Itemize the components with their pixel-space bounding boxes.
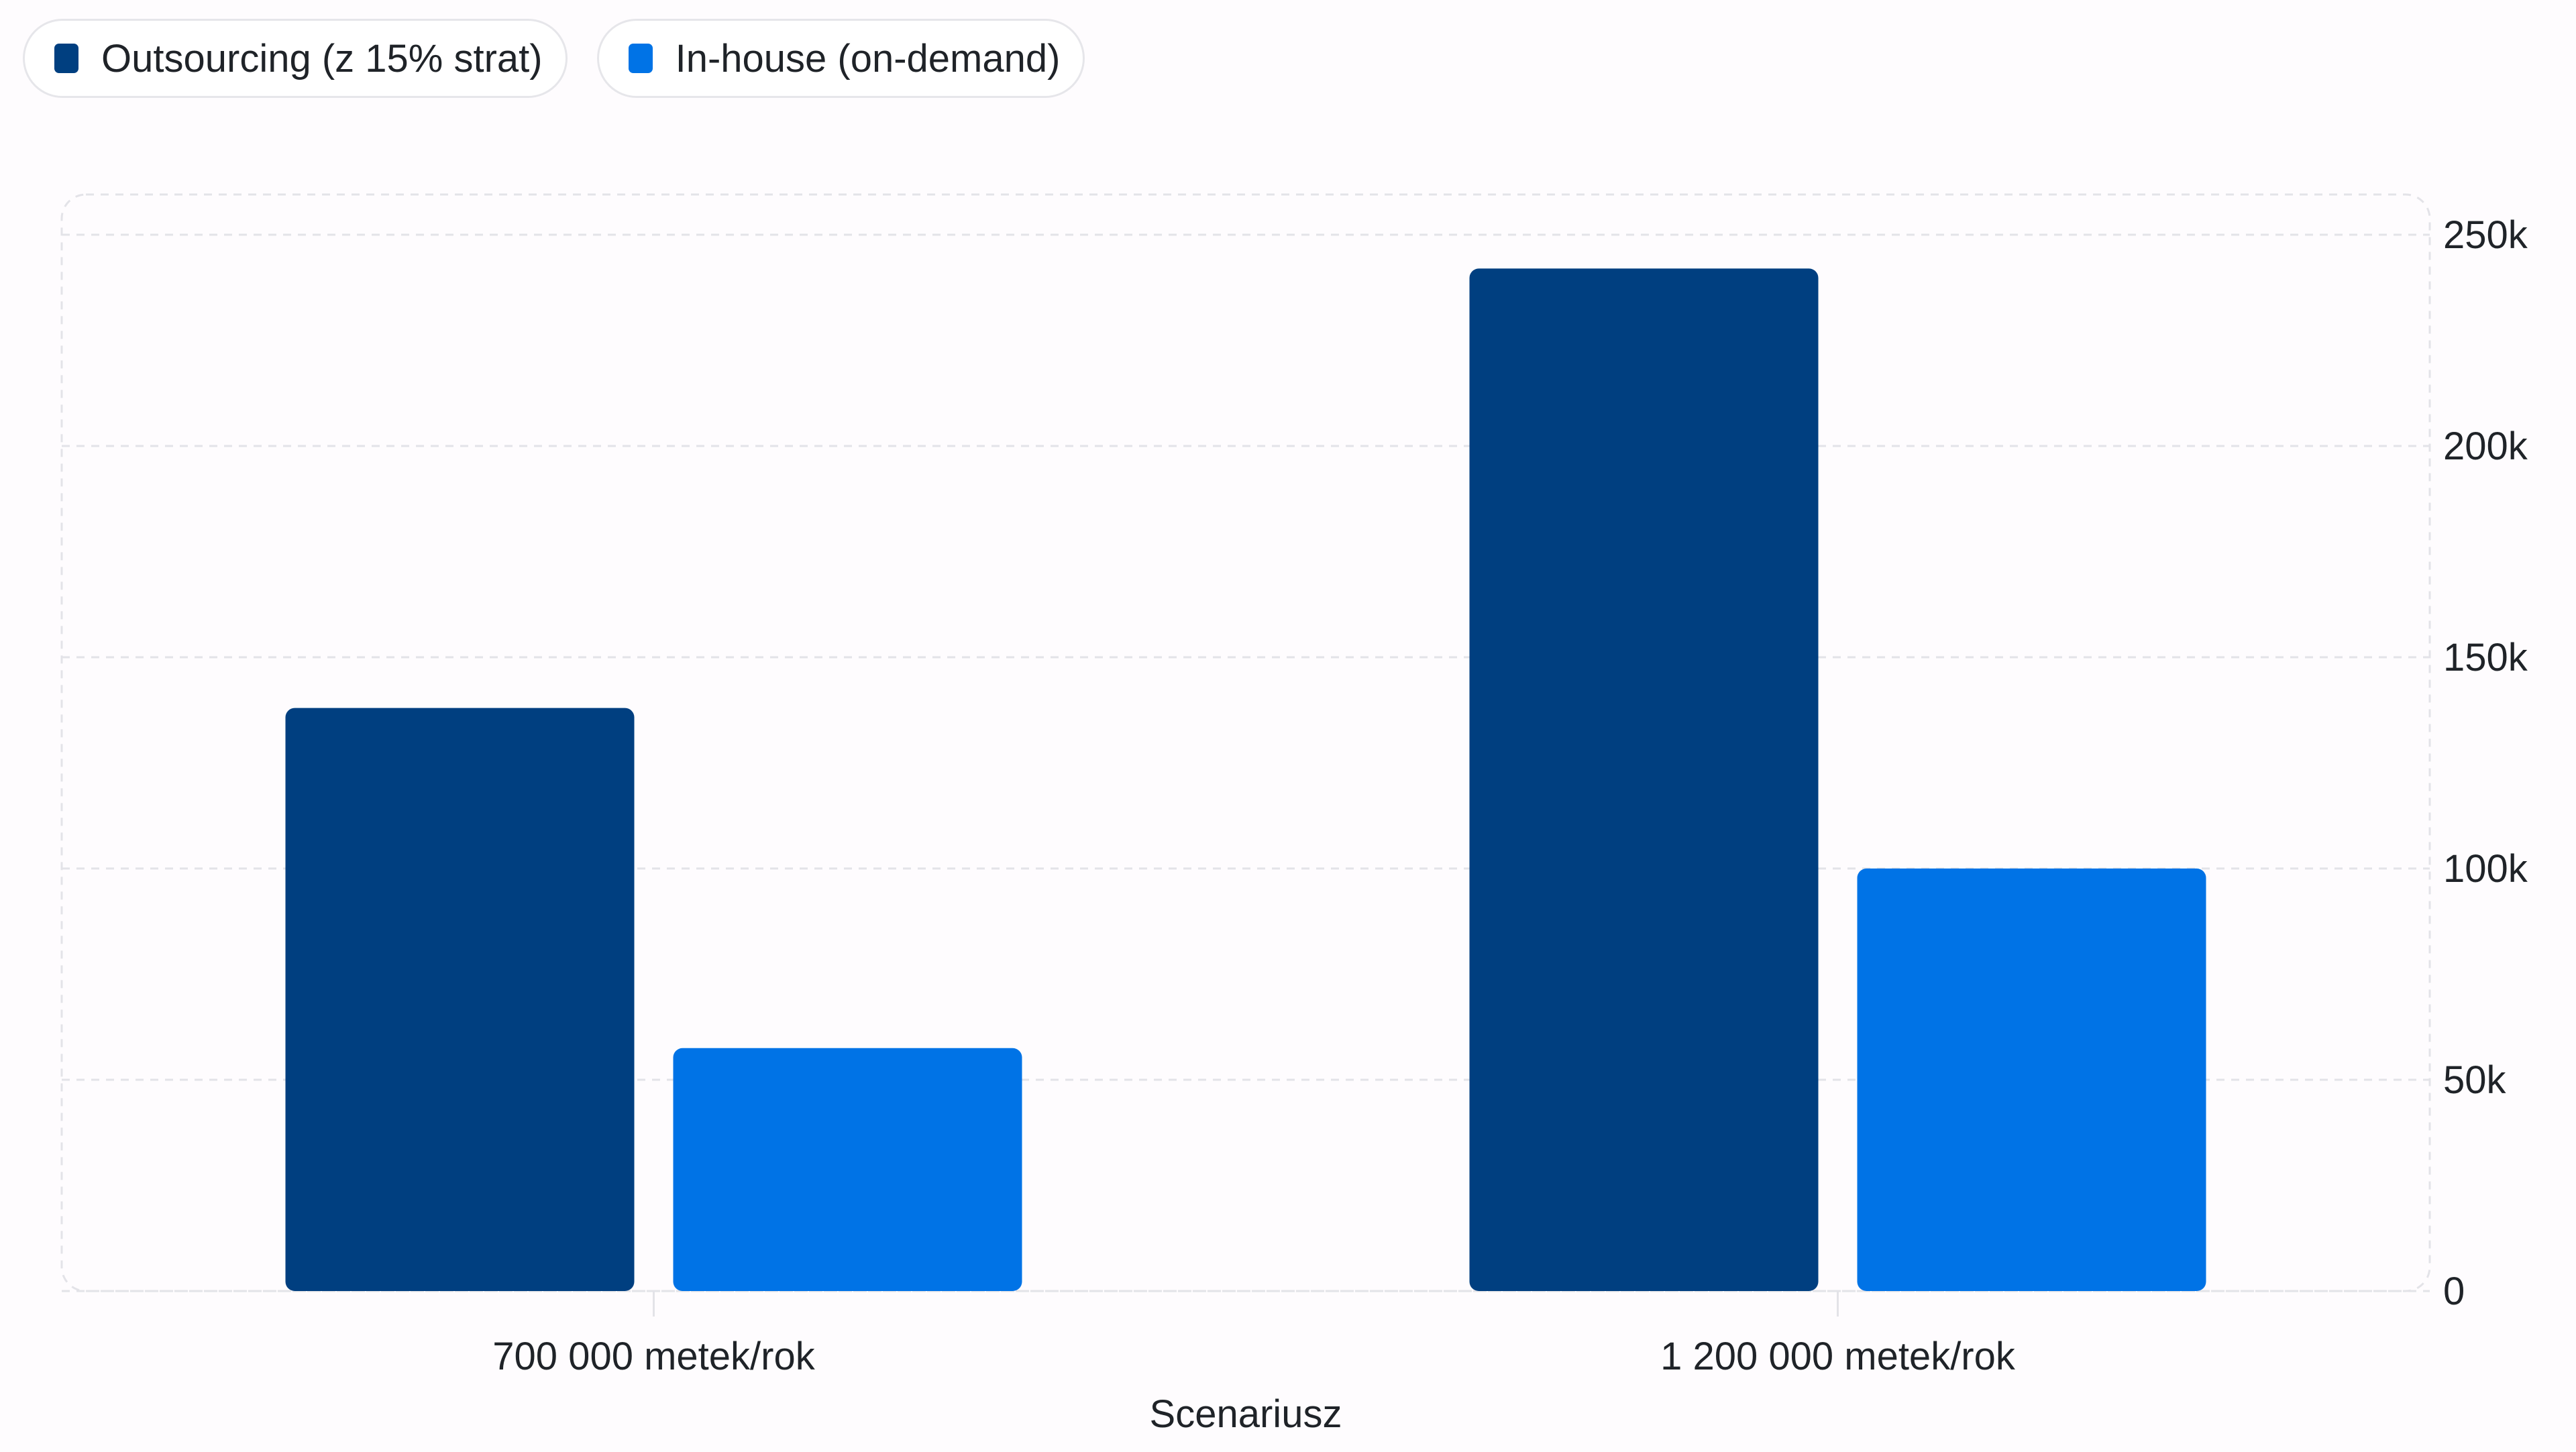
- y-tick-label: 150k: [2443, 636, 2528, 679]
- x-axis-title: Scenariusz: [1150, 1392, 1342, 1436]
- y-tick-label: 50k: [2443, 1058, 2507, 1102]
- plot-area-frame: [60, 193, 2431, 1292]
- y-tick-label: 0: [2443, 1270, 2465, 1313]
- legend-swatch-outsourcing: [54, 44, 78, 73]
- legend-label-inhouse: In-house (on-demand): [675, 36, 1061, 80]
- legend: Outsourcing (z 15% strat) In-house (on-d…: [23, 19, 1085, 98]
- y-tick-label: 250k: [2443, 213, 2528, 257]
- bar-outsourcing-2[interactable]: [1469, 268, 1819, 1291]
- gridlines: [62, 233, 2430, 1292]
- y-tick-label: 100k: [2443, 847, 2528, 891]
- legend-item-outsourcing[interactable]: Outsourcing (z 15% strat): [23, 19, 568, 98]
- legend-swatch-inhouse: [628, 44, 653, 73]
- y-tick-label: 200k: [2443, 425, 2528, 468]
- y-axis-tick-labels: 0 50k 100k 150k 200k 250k: [2443, 213, 2528, 1313]
- bar-inhouse-2[interactable]: [1857, 869, 2206, 1291]
- bars: [285, 268, 2206, 1291]
- bar-outsourcing-1[interactable]: [285, 708, 635, 1291]
- bar-inhouse-1[interactable]: [673, 1048, 1022, 1291]
- legend-item-inhouse[interactable]: In-house (on-demand): [596, 19, 1085, 98]
- x-axis-ticks: 700 000 metek/rok 1 200 000 metek/rok: [492, 1291, 2016, 1378]
- x-tick-label: 1 200 000 metek/rok: [1660, 1335, 2016, 1378]
- legend-label-outsourcing: Outsourcing (z 15% strat): [101, 36, 543, 80]
- x-tick-label: 700 000 metek/rok: [492, 1335, 815, 1378]
